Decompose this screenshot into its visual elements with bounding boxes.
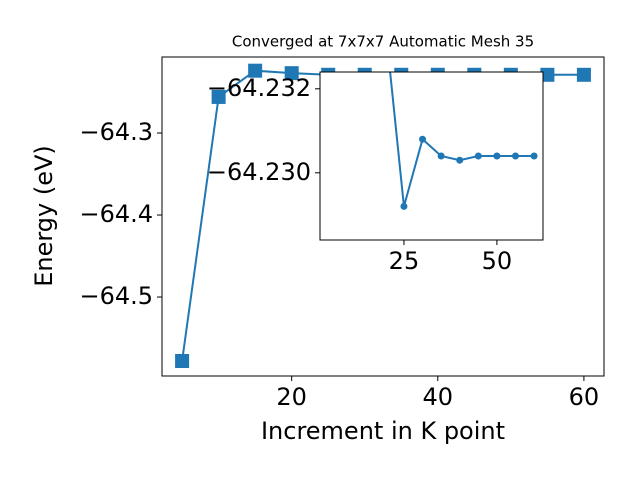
marker — [437, 152, 445, 160]
y-tick-label: −64.230 — [207, 158, 311, 186]
marker — [474, 152, 482, 160]
marker — [248, 63, 263, 78]
y-tick-label: −64.232 — [207, 74, 311, 102]
marker — [419, 135, 427, 143]
marker — [493, 152, 501, 160]
marker — [576, 67, 591, 82]
marker — [400, 202, 408, 210]
chart-title: Converged at 7x7x7 Automatic Mesh 35 — [232, 33, 534, 51]
y-axis-label: Energy (eV) — [30, 145, 58, 287]
marker — [284, 66, 299, 81]
x-tick-label: 40 — [423, 383, 454, 411]
x-tick-label: 60 — [569, 383, 600, 411]
series-group — [382, 22, 538, 210]
axes-frame — [161, 56, 605, 377]
marker — [175, 353, 190, 368]
marker — [540, 67, 555, 82]
marker — [511, 152, 519, 160]
x-tick-label: 25 — [389, 247, 420, 275]
y-tick-label: −64.3 — [79, 118, 153, 146]
y-tick-label: −64.5 — [79, 282, 153, 310]
x-tick-label: 50 — [482, 247, 513, 275]
x-tick-label: 20 — [276, 383, 307, 411]
marker — [211, 89, 226, 104]
marker — [382, 22, 389, 29]
axes-frame — [319, 71, 544, 241]
marker — [530, 152, 538, 160]
x-axis-label: Increment in K point — [261, 417, 505, 445]
y-tick-label: −64.4 — [79, 200, 153, 228]
marker — [456, 156, 464, 164]
